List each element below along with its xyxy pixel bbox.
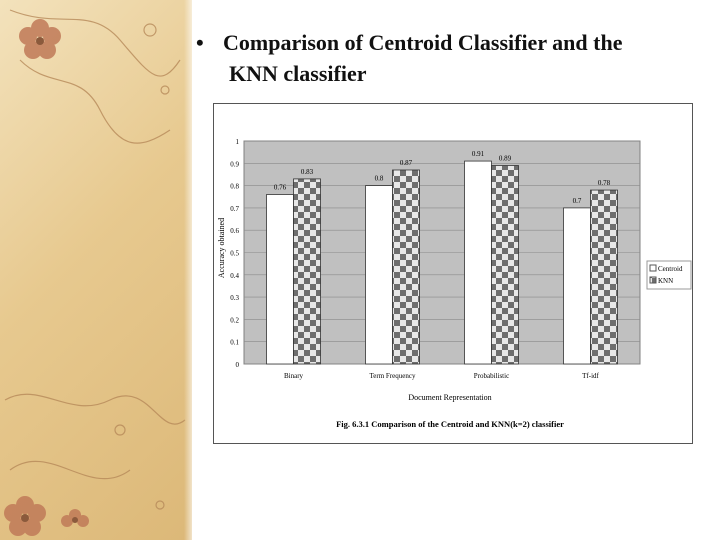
legend-swatch-knn [649, 276, 657, 284]
legend-label-centroid: Centroid [658, 265, 683, 273]
data-label: 0.7 [573, 197, 582, 205]
title-line-1: Comparison of Centroid Classifier and th… [223, 30, 623, 55]
x-tick-label: Probabilistic [474, 372, 509, 380]
bar-knn-4 [590, 189, 618, 365]
x-tick-label: Binary [284, 372, 304, 380]
title-line-2: KNN classifier [229, 61, 367, 86]
y-tick-label: 0.4 [230, 272, 239, 280]
bar-centroid-1 [266, 194, 294, 365]
data-label: 0.78 [598, 179, 611, 187]
bar-centroid-2 [365, 185, 393, 365]
data-label: 0.83 [301, 168, 314, 176]
x-tick-label: Term Frequency [370, 372, 416, 380]
y-tick-label: 0.8 [230, 183, 239, 191]
y-tick-label: 0.9 [230, 160, 239, 168]
legend-label-knn: KNN [658, 277, 673, 285]
y-tick-label: 0.1 [230, 339, 239, 347]
floral-ornament-image [4, 9, 186, 536]
chart-frame: 0 0.1 0.2 0.3 0.4 0.5 0.6 0.7 0.8 0.9 1 Binary Term… [213, 103, 693, 444]
bar-chart: 00.10.20.30.40.50.60.70.80.91 Binary Term… [217, 138, 692, 429]
y-tick-label: 0.5 [230, 250, 239, 258]
x-tick-label: Tf-idf [582, 372, 599, 380]
bar-knn-1 [293, 178, 321, 365]
bullet-point: • [196, 30, 204, 55]
data-label: 0.8 [375, 175, 384, 183]
data-label: 0.91 [472, 150, 485, 158]
legend-swatch-centroid [649, 264, 657, 272]
y-tick-label: 0 [236, 361, 240, 369]
bar-knn-3 [491, 165, 519, 365]
data-label: 0.76 [274, 184, 287, 192]
y-tick-label: 1 [236, 138, 240, 146]
bar-centroid-3 [464, 160, 492, 365]
decorative-floral-sidebar [0, 0, 192, 540]
x-axis-label: Document Representation [408, 393, 491, 402]
bar-knn-2 [392, 169, 420, 365]
data-label: 0.89 [499, 155, 512, 163]
legend: Centroid KNN [646, 260, 692, 290]
y-tick-label: 0.3 [230, 294, 239, 302]
chart-caption: Fig. 6.3.1 Comparison of the Centroid an… [336, 419, 564, 429]
y-tick-label: 0.6 [230, 227, 239, 235]
y-tick-label: 0.2 [230, 316, 239, 324]
y-tick-label: 0.7 [230, 205, 239, 213]
y-axis-label: Accuracy obtained [217, 218, 226, 278]
bar-centroid-4 [563, 207, 591, 365]
data-label: 0.87 [400, 159, 413, 167]
